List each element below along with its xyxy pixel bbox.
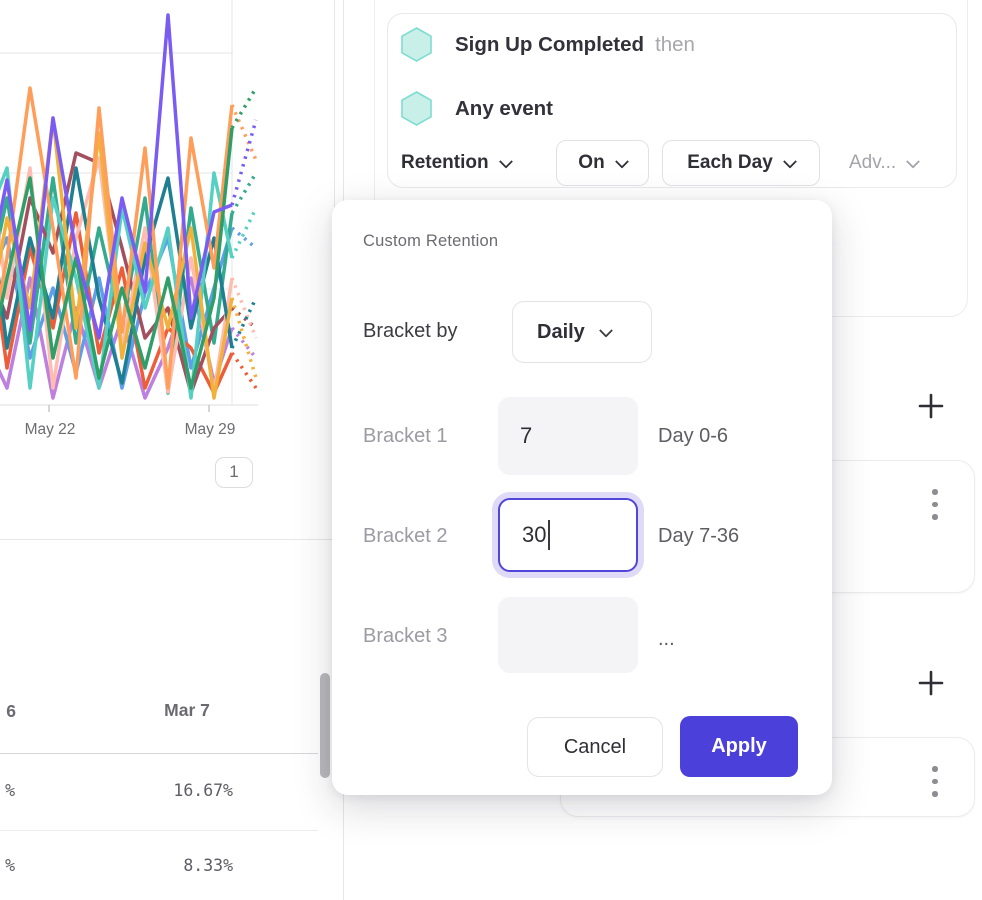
bracket-2-value: 30 — [522, 522, 547, 547]
table-header-divider — [0, 753, 318, 754]
interval-dropdown[interactable]: Each Day — [662, 140, 820, 186]
vertical-scrollbar-thumb[interactable] — [320, 673, 330, 778]
bracket-3-label: Bracket 3 — [363, 625, 448, 647]
bracket-by-value: Daily — [537, 320, 585, 343]
kebab-menu-button[interactable] — [932, 766, 938, 804]
on-dropdown-label: On — [578, 152, 605, 173]
on-dropdown[interactable]: On — [556, 140, 649, 186]
add-section-button[interactable] — [918, 393, 944, 419]
table-cell: 8.33% — [183, 856, 233, 875]
event-step-row[interactable]: Any event — [401, 91, 553, 126]
plus-icon — [918, 670, 944, 696]
table-cell: % — [5, 856, 15, 875]
x-axis-tick-label: May 22 — [24, 421, 76, 438]
interval-dropdown-label: Each Day — [687, 152, 773, 173]
text-cursor — [548, 520, 551, 550]
chevron-down-icon — [614, 154, 629, 169]
measure-dropdown[interactable]: Retention — [401, 140, 513, 186]
apply-button[interactable]: Apply — [680, 716, 798, 777]
bracket-2-label: Bracket 2 — [363, 525, 448, 547]
chevron-down-icon — [598, 323, 613, 338]
bracket-2-range: Day 7-36 — [658, 525, 740, 547]
table-cell: 16.67% — [173, 781, 233, 800]
bracket-3-range: ... — [658, 628, 675, 650]
bracket-1-label: Bracket 1 — [363, 425, 448, 447]
event-hexagon-icon — [401, 91, 432, 126]
table-column-header[interactable]: Mar 7 — [164, 700, 210, 720]
event-name[interactable]: Any event — [455, 96, 553, 120]
x-axis-tick-label: May 29 — [184, 421, 236, 438]
table-column-header[interactable]: 6 — [6, 701, 16, 721]
bracket-by-select[interactable]: Daily — [512, 301, 652, 363]
retention-event-card: Sign Up Completed then Any event Retenti… — [387, 13, 957, 188]
cancel-button[interactable]: Cancel — [527, 717, 663, 777]
advanced-dropdown[interactable]: Adv... — [849, 140, 921, 186]
bracket-1-value: 7 — [520, 423, 533, 448]
custom-retention-modal: Custom Retention Bracket by Daily Bracke… — [332, 200, 832, 795]
measure-dropdown-label: Retention — [401, 152, 489, 173]
event-suffix: then — [655, 32, 695, 56]
kebab-menu-button[interactable] — [932, 489, 938, 527]
event-step-row[interactable]: Sign Up Completed then — [401, 27, 695, 62]
event-hexagon-icon — [401, 27, 432, 62]
bracket-1-input[interactable]: 7 — [498, 397, 638, 475]
bracket-by-label: Bracket by — [363, 320, 458, 342]
advanced-dropdown-label: Adv... — [849, 152, 897, 173]
table-cell: % — [5, 781, 15, 800]
retention-line-chart[interactable] — [0, 0, 334, 413]
modal-title: Custom Retention — [363, 232, 499, 250]
bracket-3-input[interactable] — [498, 597, 638, 673]
plus-icon — [918, 393, 944, 419]
table-row-divider — [0, 830, 318, 831]
chevron-down-icon — [782, 154, 797, 169]
event-name[interactable]: Sign Up Completed — [455, 32, 645, 56]
pagination-page-badge[interactable]: 1 — [215, 457, 253, 488]
bracket-2-input[interactable]: 30 — [498, 498, 638, 572]
chevron-down-icon — [906, 154, 921, 169]
add-section-button[interactable] — [918, 670, 944, 696]
bracket-1-range: Day 0-6 — [658, 425, 729, 447]
left-section-divider — [0, 539, 343, 540]
retention-chart-panel: May 22 May 29 1 — [0, 0, 334, 539]
chevron-down-icon — [498, 154, 513, 169]
